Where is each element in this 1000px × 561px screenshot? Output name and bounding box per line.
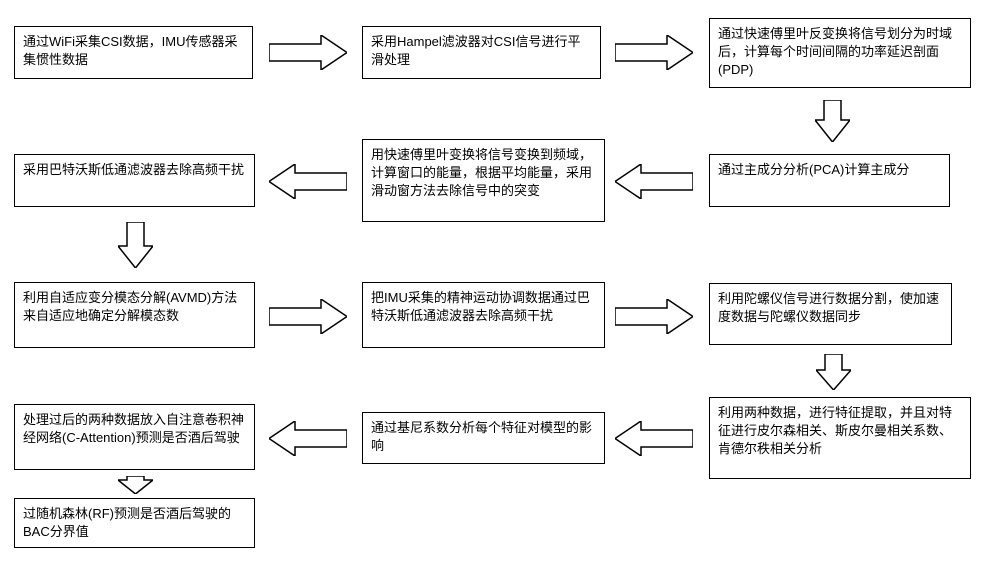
arrow-3-to-4 <box>815 100 850 142</box>
arrow-9-to-10 <box>816 354 851 390</box>
node-label: 利用自适应变分模态分解(AVMD)方法来自适应地确定分解模态数 <box>23 289 246 325</box>
node-step-10: 利用两种数据，进行特征提取，并且对特征进行皮尔森相关、斯皮尔曼相关系数、肯德尔秩… <box>709 397 971 479</box>
flowchart-container: 通过WiFi采集CSI数据，IMU传感器采集惯性数据 采用Hampel滤波器对C… <box>0 0 1000 561</box>
arrow-12-to-13 <box>118 476 153 494</box>
arrow-6-to-7 <box>118 222 153 268</box>
arrow-10-to-11 <box>615 421 693 456</box>
node-step-3: 通过快速傅里叶反变换将信号划分为时域后，计算每个时间间隔的功率延迟剖面(PDP) <box>709 18 971 88</box>
node-step-11: 通过基尼系数分析每个特征对模型的影响 <box>362 412 605 464</box>
arrow-4-to-5 <box>615 164 693 199</box>
node-step-13: 过随机森林(RF)预测是否酒后驾驶的BAC分界值 <box>14 498 255 548</box>
node-step-9: 利用陀螺仪信号进行数据分割，使加速度数据与陀螺仪数据同步 <box>709 283 952 345</box>
node-step-1: 通过WiFi采集CSI数据，IMU传感器采集惯性数据 <box>14 26 253 79</box>
node-step-12: 处理过后的两种数据放入自注意卷积神经网络(C-Attention)预测是否酒后驾… <box>14 404 255 470</box>
node-label: 通过主成分分析(PCA)计算主成分 <box>718 161 909 179</box>
node-step-8: 把IMU采集的精神运动协调数据通过巴特沃斯低通滤波器去除高频干扰 <box>362 282 605 348</box>
node-label: 采用巴特沃斯低通滤波器去除高频干扰 <box>23 161 244 179</box>
node-step-7: 利用自适应变分模态分解(AVMD)方法来自适应地确定分解模态数 <box>14 282 255 348</box>
node-step-2: 采用Hampel滤波器对CSI信号进行平滑处理 <box>362 26 601 79</box>
arrow-7-to-8 <box>269 299 347 334</box>
node-label: 处理过后的两种数据放入自注意卷积神经网络(C-Attention)预测是否酒后驾… <box>23 411 246 447</box>
node-step-4: 通过主成分分析(PCA)计算主成分 <box>709 154 950 207</box>
node-label: 通过WiFi采集CSI数据，IMU传感器采集惯性数据 <box>23 33 244 69</box>
node-label: 通过基尼系数分析每个特征对模型的影响 <box>371 419 596 455</box>
node-step-6: 采用巴特沃斯低通滤波器去除高频干扰 <box>14 154 255 207</box>
arrow-8-to-9 <box>615 299 693 334</box>
node-label: 利用两种数据，进行特征提取，并且对特征进行皮尔森相关、斯皮尔曼相关系数、肯德尔秩… <box>718 404 962 459</box>
node-label: 过随机森林(RF)预测是否酒后驾驶的BAC分界值 <box>23 505 246 541</box>
node-label: 把IMU采集的精神运动协调数据通过巴特沃斯低通滤波器去除高频干扰 <box>371 289 596 325</box>
arrow-2-to-3 <box>615 35 693 70</box>
arrow-1-to-2 <box>269 35 347 70</box>
node-label: 通过快速傅里叶反变换将信号划分为时域后，计算每个时间间隔的功率延迟剖面(PDP) <box>718 25 962 80</box>
node-label: 采用Hampel滤波器对CSI信号进行平滑处理 <box>371 33 592 69</box>
node-label: 利用陀螺仪信号进行数据分割，使加速度数据与陀螺仪数据同步 <box>718 290 943 326</box>
arrow-11-to-12 <box>269 421 347 456</box>
node-step-5: 用快速傅里叶变换将信号变换到频域，计算窗口的能量，根据平均能量，采用滑动窗方法去… <box>362 139 605 222</box>
arrow-5-to-6 <box>269 164 347 199</box>
node-label: 用快速傅里叶变换将信号变换到频域，计算窗口的能量，根据平均能量，采用滑动窗方法去… <box>371 146 596 201</box>
